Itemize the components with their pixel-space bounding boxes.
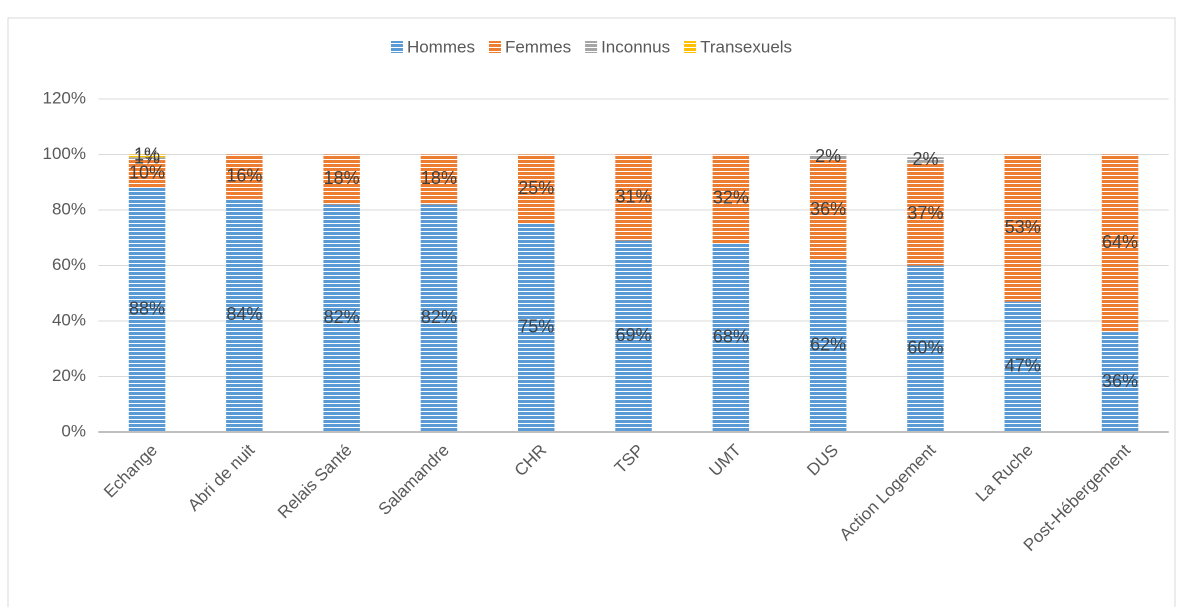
data-label: 53%	[1005, 217, 1041, 237]
y-tick-label: 120%	[43, 88, 86, 107]
bar-segment	[1101, 332, 1139, 432]
data-label: 10%	[129, 163, 165, 183]
data-label: 82%	[324, 307, 360, 327]
data-label: 47%	[1005, 356, 1041, 376]
y-tick-label: 100%	[43, 144, 86, 163]
data-label: 75%	[518, 317, 554, 337]
data-label: 2%	[912, 149, 938, 169]
legend-label: Inconnus	[601, 37, 670, 56]
bar-segment	[809, 154, 847, 161]
data-label: 1%	[134, 147, 160, 167]
bar-segment	[809, 259, 847, 432]
bar-segment	[226, 154, 263, 199]
data-label: 25%	[518, 178, 554, 198]
data-label: 18%	[421, 168, 457, 188]
bar-segment	[1004, 154, 1041, 302]
bar-segment	[323, 204, 360, 432]
bar-segment	[226, 198, 263, 432]
data-label: 2%	[815, 146, 841, 166]
data-label: 84%	[226, 304, 262, 324]
bar-segment	[907, 162, 944, 266]
bar-segment	[712, 243, 750, 432]
bar-segment	[1101, 154, 1139, 333]
bar-segment	[128, 160, 166, 188]
bar-segment	[907, 157, 944, 163]
y-tick-label: 80%	[52, 199, 86, 218]
legend-swatch	[585, 41, 598, 53]
legend: Hommes Femmes Inconnus Transexuels	[390, 37, 792, 56]
legend-label: Femmes	[505, 37, 571, 56]
legend-swatch	[390, 41, 403, 53]
data-label: 68%	[713, 326, 749, 346]
bar-segment	[420, 204, 458, 432]
data-label: 60%	[907, 338, 943, 358]
data-label: 36%	[810, 199, 846, 219]
bar-segment	[323, 154, 360, 205]
bar-segment	[128, 187, 166, 432]
bar-segment	[420, 154, 458, 205]
y-tick-label: 20%	[52, 366, 86, 385]
bar-segment	[809, 160, 847, 260]
data-label: 64%	[1102, 232, 1138, 252]
legend-swatch	[684, 41, 697, 53]
bar-segment	[128, 154, 166, 158]
data-label: 16%	[226, 165, 262, 185]
y-tick-label: 0%	[61, 421, 86, 440]
legend-swatch	[488, 41, 501, 53]
data-label: 82%	[421, 307, 457, 327]
data-label: 1%	[134, 145, 160, 165]
data-label: 88%	[129, 299, 165, 319]
bar-segment	[518, 223, 555, 432]
bar-segment	[712, 154, 750, 244]
legend-label: Transexuels	[700, 37, 792, 56]
y-tick-label: 60%	[52, 255, 86, 274]
data-label: 18%	[324, 168, 360, 188]
bar-segment	[128, 157, 166, 161]
data-label: 62%	[810, 335, 846, 355]
bar-segment	[1004, 301, 1041, 432]
data-label: 36%	[1102, 371, 1138, 391]
data-label: 32%	[713, 188, 749, 208]
y-tick-label: 40%	[52, 310, 86, 329]
chart-frame	[7, 17, 1176, 607]
bar-segment	[615, 240, 652, 432]
data-label: 31%	[616, 186, 652, 206]
legend-label: Hommes	[407, 37, 475, 56]
bar-segment	[518, 154, 555, 224]
data-label: 37%	[907, 203, 943, 223]
bar-segment	[907, 265, 944, 432]
data-label: 69%	[616, 325, 652, 345]
bar-segment	[615, 154, 652, 241]
